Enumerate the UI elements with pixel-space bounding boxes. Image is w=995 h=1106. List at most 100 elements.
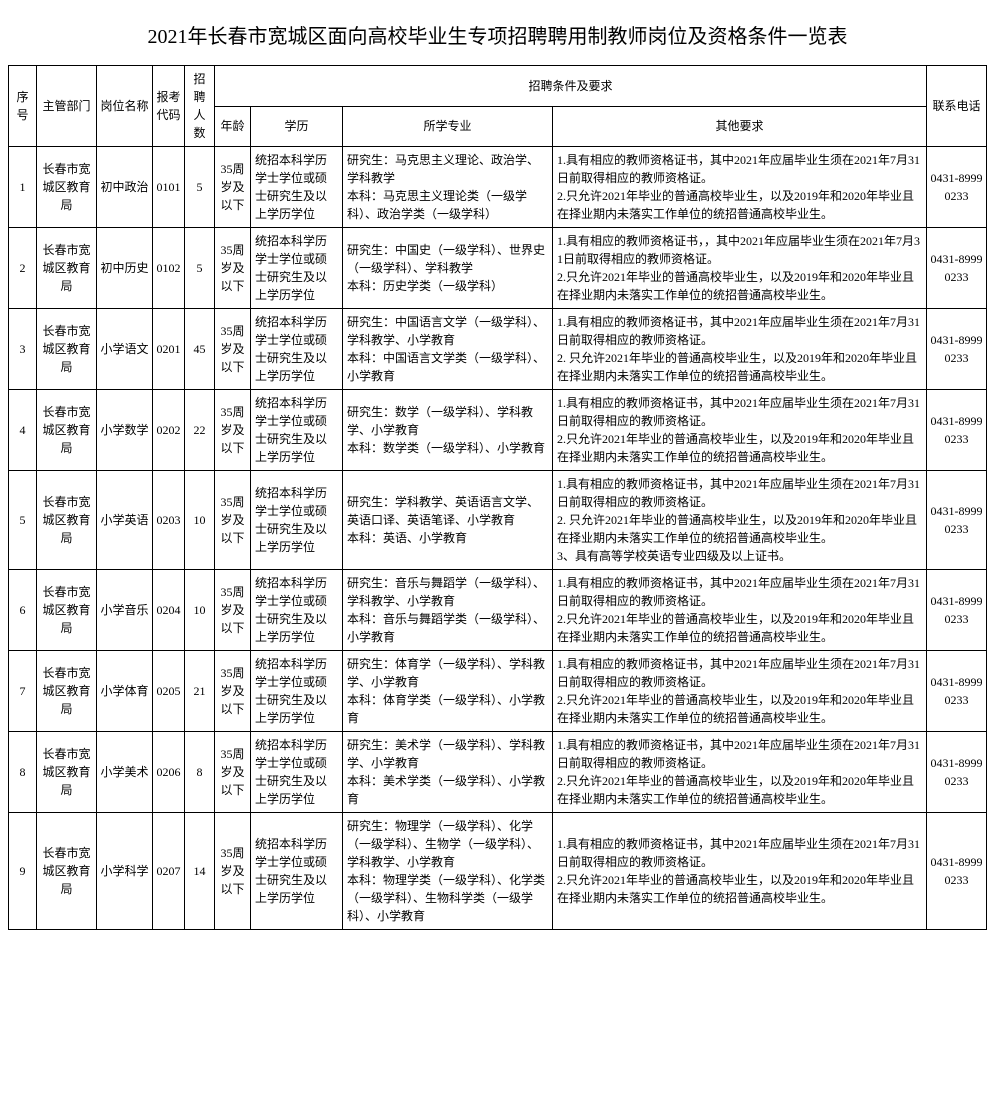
- table-header: 序号 主管部门 岗位名称 报考代码 招聘人数 招聘条件及要求 联系电话 年龄 学…: [9, 66, 987, 147]
- cell-code: 0101: [153, 147, 185, 228]
- header-code: 报考代码: [153, 66, 185, 147]
- cell-code: 0202: [153, 390, 185, 471]
- header-dept: 主管部门: [37, 66, 97, 147]
- cell-count: 21: [185, 651, 215, 732]
- cell-age: 35周岁及以下: [215, 390, 251, 471]
- cell-code: 0204: [153, 570, 185, 651]
- cell-phone: 0431-89990233: [927, 471, 987, 570]
- cell-dept: 长春市宽城区教育局: [37, 651, 97, 732]
- cell-edu: 统招本科学历学士学位或硕士研究生及以上学历学位: [251, 570, 343, 651]
- recruitment-table: 序号 主管部门 岗位名称 报考代码 招聘人数 招聘条件及要求 联系电话 年龄 学…: [8, 65, 987, 930]
- cell-major: 研究生：中国史（一级学科）、世界史（一级学科）、学科教学本科：历史学类（一级学科…: [343, 228, 553, 309]
- cell-phone: 0431-89990233: [927, 570, 987, 651]
- cell-other: 1.具有相应的教师资格证书，其中2021年应届毕业生须在2021年7月31日前取…: [553, 309, 927, 390]
- cell-edu: 统招本科学历学士学位或硕士研究生及以上学历学位: [251, 228, 343, 309]
- table-row: 6长春市宽城区教育局小学音乐02041035周岁及以下统招本科学历学士学位或硕士…: [9, 570, 987, 651]
- cell-count: 5: [185, 147, 215, 228]
- cell-post: 小学美术: [97, 732, 153, 813]
- table-row: 4长春市宽城区教育局小学数学02022235周岁及以下统招本科学历学士学位或硕士…: [9, 390, 987, 471]
- cell-major: 研究生：马克思主义理论、政治学、学科教学本科：马克思主义理论类（一级学科）、政治…: [343, 147, 553, 228]
- header-conditions: 招聘条件及要求: [215, 66, 927, 107]
- table-row: 8长春市宽城区教育局小学美术0206835周岁及以下统招本科学历学士学位或硕士研…: [9, 732, 987, 813]
- cell-count: 14: [185, 813, 215, 930]
- header-post: 岗位名称: [97, 66, 153, 147]
- header-age: 年龄: [215, 106, 251, 147]
- cell-age: 35周岁及以下: [215, 651, 251, 732]
- table-row: 2长春市宽城区教育局初中历史0102535周岁及以下统招本科学历学士学位或硕士研…: [9, 228, 987, 309]
- cell-edu: 统招本科学历学士学位或硕士研究生及以上学历学位: [251, 147, 343, 228]
- cell-seq: 5: [9, 471, 37, 570]
- cell-phone: 0431-89990233: [927, 390, 987, 471]
- header-edu: 学历: [251, 106, 343, 147]
- cell-age: 35周岁及以下: [215, 732, 251, 813]
- cell-dept: 长春市宽城区教育局: [37, 309, 97, 390]
- cell-seq: 4: [9, 390, 37, 471]
- cell-count: 22: [185, 390, 215, 471]
- header-seq: 序号: [9, 66, 37, 147]
- cell-count: 5: [185, 228, 215, 309]
- cell-age: 35周岁及以下: [215, 309, 251, 390]
- cell-code: 0205: [153, 651, 185, 732]
- cell-age: 35周岁及以下: [215, 147, 251, 228]
- cell-phone: 0431-89990233: [927, 732, 987, 813]
- cell-other: 1.具有相应的教师资格证书，其中2021年应届毕业生须在2021年7月31日前取…: [553, 813, 927, 930]
- table-row: 7长春市宽城区教育局小学体育02052135周岁及以下统招本科学历学士学位或硕士…: [9, 651, 987, 732]
- cell-seq: 7: [9, 651, 37, 732]
- cell-post: 小学音乐: [97, 570, 153, 651]
- cell-post: 初中历史: [97, 228, 153, 309]
- cell-edu: 统招本科学历学士学位或硕士研究生及以上学历学位: [251, 651, 343, 732]
- cell-edu: 统招本科学历学士学位或硕士研究生及以上学历学位: [251, 390, 343, 471]
- cell-major: 研究生：中国语言文学（一级学科）、学科教学、小学教育本科：中国语言文学类（一级学…: [343, 309, 553, 390]
- cell-edu: 统招本科学历学士学位或硕士研究生及以上学历学位: [251, 732, 343, 813]
- cell-dept: 长春市宽城区教育局: [37, 570, 97, 651]
- cell-other: 1.具有相应的教师资格证书，其中2021年应届毕业生须在2021年7月31日前取…: [553, 651, 927, 732]
- cell-other: 1.具有相应的教师资格证书，其中2021年应届毕业生须在2021年7月31日前取…: [553, 390, 927, 471]
- table-row: 9长春市宽城区教育局小学科学02071435周岁及以下统招本科学历学士学位或硕士…: [9, 813, 987, 930]
- cell-count: 10: [185, 471, 215, 570]
- cell-dept: 长春市宽城区教育局: [37, 813, 97, 930]
- cell-code: 0207: [153, 813, 185, 930]
- cell-seq: 9: [9, 813, 37, 930]
- cell-dept: 长春市宽城区教育局: [37, 390, 97, 471]
- cell-post: 小学英语: [97, 471, 153, 570]
- cell-edu: 统招本科学历学士学位或硕士研究生及以上学历学位: [251, 309, 343, 390]
- cell-dept: 长春市宽城区教育局: [37, 732, 97, 813]
- table-body: 1长春市宽城区教育局初中政治0101535周岁及以下统招本科学历学士学位或硕士研…: [9, 147, 987, 930]
- table-row: 1长春市宽城区教育局初中政治0101535周岁及以下统招本科学历学士学位或硕士研…: [9, 147, 987, 228]
- cell-seq: 2: [9, 228, 37, 309]
- cell-major: 研究生：学科教学、英语语言文学、英语口译、英语笔译、小学教育本科：英语、小学教育: [343, 471, 553, 570]
- cell-major: 研究生：美术学（一级学科）、学科教学、小学教育本科：美术学类（一级学科）、小学教…: [343, 732, 553, 813]
- cell-post: 小学科学: [97, 813, 153, 930]
- cell-seq: 6: [9, 570, 37, 651]
- cell-phone: 0431-89990233: [927, 228, 987, 309]
- cell-phone: 0431-89990233: [927, 651, 987, 732]
- cell-code: 0102: [153, 228, 185, 309]
- cell-code: 0206: [153, 732, 185, 813]
- cell-major: 研究生：音乐与舞蹈学（一级学科）、学科教学、小学教育本科：音乐与舞蹈学类（一级学…: [343, 570, 553, 651]
- cell-other: 1.具有相应的教师资格证书，，其中2021年应届毕业生须在2021年7月31日前…: [553, 228, 927, 309]
- cell-code: 0203: [153, 471, 185, 570]
- page-title: 2021年长春市宽城区面向高校毕业生专项招聘聘用制教师岗位及资格条件一览表: [8, 8, 987, 65]
- cell-edu: 统招本科学历学士学位或硕士研究生及以上学历学位: [251, 813, 343, 930]
- cell-seq: 3: [9, 309, 37, 390]
- cell-count: 8: [185, 732, 215, 813]
- cell-post: 初中政治: [97, 147, 153, 228]
- cell-other: 1.具有相应的教师资格证书，其中2021年应届毕业生须在2021年7月31日前取…: [553, 570, 927, 651]
- header-other: 其他要求: [553, 106, 927, 147]
- cell-major: 研究生：数学（一级学科）、学科教学、小学教育本科：数学类（一级学科）、小学教育: [343, 390, 553, 471]
- cell-post: 小学数学: [97, 390, 153, 471]
- cell-age: 35周岁及以下: [215, 813, 251, 930]
- cell-age: 35周岁及以下: [215, 471, 251, 570]
- cell-seq: 8: [9, 732, 37, 813]
- cell-post: 小学语文: [97, 309, 153, 390]
- cell-age: 35周岁及以下: [215, 228, 251, 309]
- table-row: 3长春市宽城区教育局小学语文02014535周岁及以下统招本科学历学士学位或硕士…: [9, 309, 987, 390]
- cell-edu: 统招本科学历学士学位或硕士研究生及以上学历学位: [251, 471, 343, 570]
- cell-code: 0201: [153, 309, 185, 390]
- cell-phone: 0431-89990233: [927, 813, 987, 930]
- cell-dept: 长春市宽城区教育局: [37, 147, 97, 228]
- table-row: 5长春市宽城区教育局小学英语02031035周岁及以下统招本科学历学士学位或硕士…: [9, 471, 987, 570]
- cell-other: 1.具有相应的教师资格证书，其中2021年应届毕业生须在2021年7月31日前取…: [553, 471, 927, 570]
- cell-other: 1.具有相应的教师资格证书，其中2021年应届毕业生须在2021年7月31日前取…: [553, 147, 927, 228]
- cell-count: 45: [185, 309, 215, 390]
